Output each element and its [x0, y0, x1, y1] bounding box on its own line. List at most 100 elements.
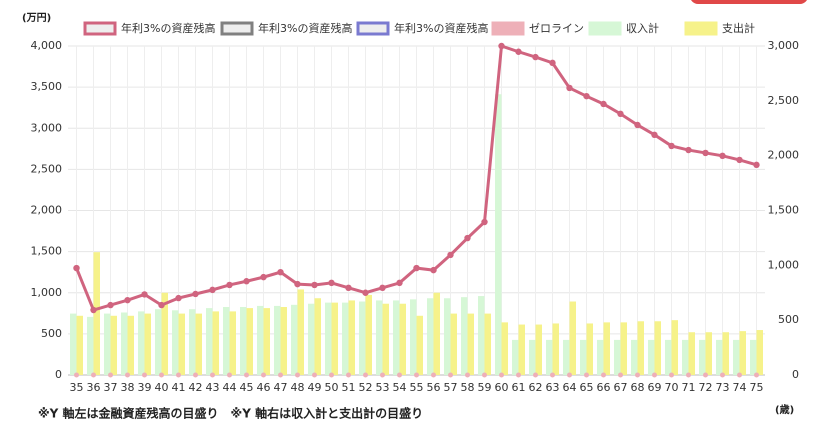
- x-tick-label: 63: [546, 381, 560, 394]
- bar: [722, 332, 729, 375]
- point: [346, 372, 351, 378]
- point: [567, 372, 572, 378]
- bar: [246, 308, 253, 375]
- y-tick-label: 4,000: [31, 39, 63, 52]
- x-tick-label: 44: [223, 381, 237, 394]
- bar: [291, 304, 298, 375]
- y2-tick-label: 2,500: [768, 94, 800, 107]
- x-tick-label: 69: [648, 381, 662, 394]
- bar: [206, 308, 213, 375]
- bar: [518, 324, 525, 375]
- bar: [178, 313, 185, 375]
- bar: [705, 332, 712, 375]
- bar: [280, 307, 287, 375]
- x-tick-label: 38: [121, 381, 135, 394]
- bar: [427, 298, 434, 375]
- legend-label: 年利3%の資産残高: [258, 21, 352, 35]
- x-tick-label: 58: [461, 381, 475, 394]
- bar: [580, 339, 587, 375]
- point: [702, 149, 709, 157]
- bar: [348, 300, 355, 375]
- x-tick-label: 65: [580, 381, 594, 394]
- point: [448, 372, 453, 378]
- point: [311, 281, 318, 289]
- bar: [620, 322, 627, 375]
- point: [601, 372, 606, 378]
- x-unit: (歳): [775, 403, 794, 416]
- bar: [331, 302, 338, 375]
- point: [294, 280, 301, 288]
- point: [210, 372, 215, 378]
- x-tick-label: 39: [138, 381, 152, 394]
- bar: [308, 303, 315, 375]
- x-tick-label: 67: [614, 381, 628, 394]
- legend-label: 年利3%の資産残高: [394, 21, 488, 35]
- point: [668, 142, 675, 150]
- bar: [138, 311, 145, 375]
- bar: [495, 94, 502, 376]
- legend-swatch: [220, 21, 254, 36]
- point: [379, 284, 386, 292]
- x-tick-label: 52: [359, 381, 373, 394]
- bar: [70, 313, 77, 375]
- bar: [416, 315, 423, 375]
- x-tick-label: 43: [206, 381, 220, 394]
- x-tick-label: 46: [257, 381, 271, 394]
- bar: [682, 339, 689, 375]
- bar: [257, 305, 264, 375]
- point: [260, 273, 267, 281]
- x-tick-label: 71: [682, 381, 696, 394]
- point: [652, 372, 657, 378]
- bar: [716, 339, 723, 375]
- bar: [325, 302, 332, 375]
- point: [328, 279, 335, 287]
- point: [125, 372, 130, 378]
- bar: [688, 332, 695, 375]
- point: [669, 372, 674, 378]
- bar: [93, 252, 100, 375]
- footnote: ※Y 軸左は金融資産残高の目盛り ※Y 軸右は収入計と支出計の目盛り: [38, 406, 423, 421]
- point: [549, 59, 556, 67]
- point: [686, 372, 691, 378]
- point: [175, 294, 182, 302]
- x-tick-label: 62: [529, 381, 543, 394]
- point: [362, 289, 369, 296]
- bar: [76, 315, 83, 375]
- point: [465, 372, 470, 378]
- bar: [648, 339, 655, 375]
- point: [108, 372, 113, 378]
- bar: [223, 307, 230, 375]
- x-tick-label: 53: [376, 381, 390, 394]
- bar: [229, 311, 236, 375]
- x-tick-label: 55: [410, 381, 424, 394]
- point: [584, 372, 589, 378]
- bar: [263, 308, 270, 375]
- point: [176, 372, 181, 378]
- x-tick-label: 70: [665, 381, 679, 394]
- point: [634, 121, 641, 129]
- point: [583, 92, 590, 100]
- x-tick-label: 35: [70, 381, 84, 394]
- point: [447, 251, 454, 259]
- bar: [586, 323, 593, 375]
- point: [363, 372, 368, 378]
- bar: [297, 289, 304, 375]
- bar: [189, 309, 196, 375]
- y-tick-label: 2,000: [31, 204, 63, 217]
- point: [158, 301, 165, 309]
- bar: [172, 310, 179, 375]
- y-tick-label: 3,500: [31, 80, 63, 93]
- top-button[interactable]: [690, 0, 808, 4]
- point: [244, 372, 249, 378]
- bar: [314, 298, 321, 375]
- point: [618, 372, 623, 378]
- bar: [399, 303, 406, 375]
- point: [481, 218, 488, 226]
- point: [159, 372, 164, 378]
- point: [396, 279, 403, 287]
- bar: [484, 313, 491, 375]
- point: [142, 372, 147, 378]
- x-tick-label: 59: [478, 381, 492, 394]
- bar: [552, 323, 559, 375]
